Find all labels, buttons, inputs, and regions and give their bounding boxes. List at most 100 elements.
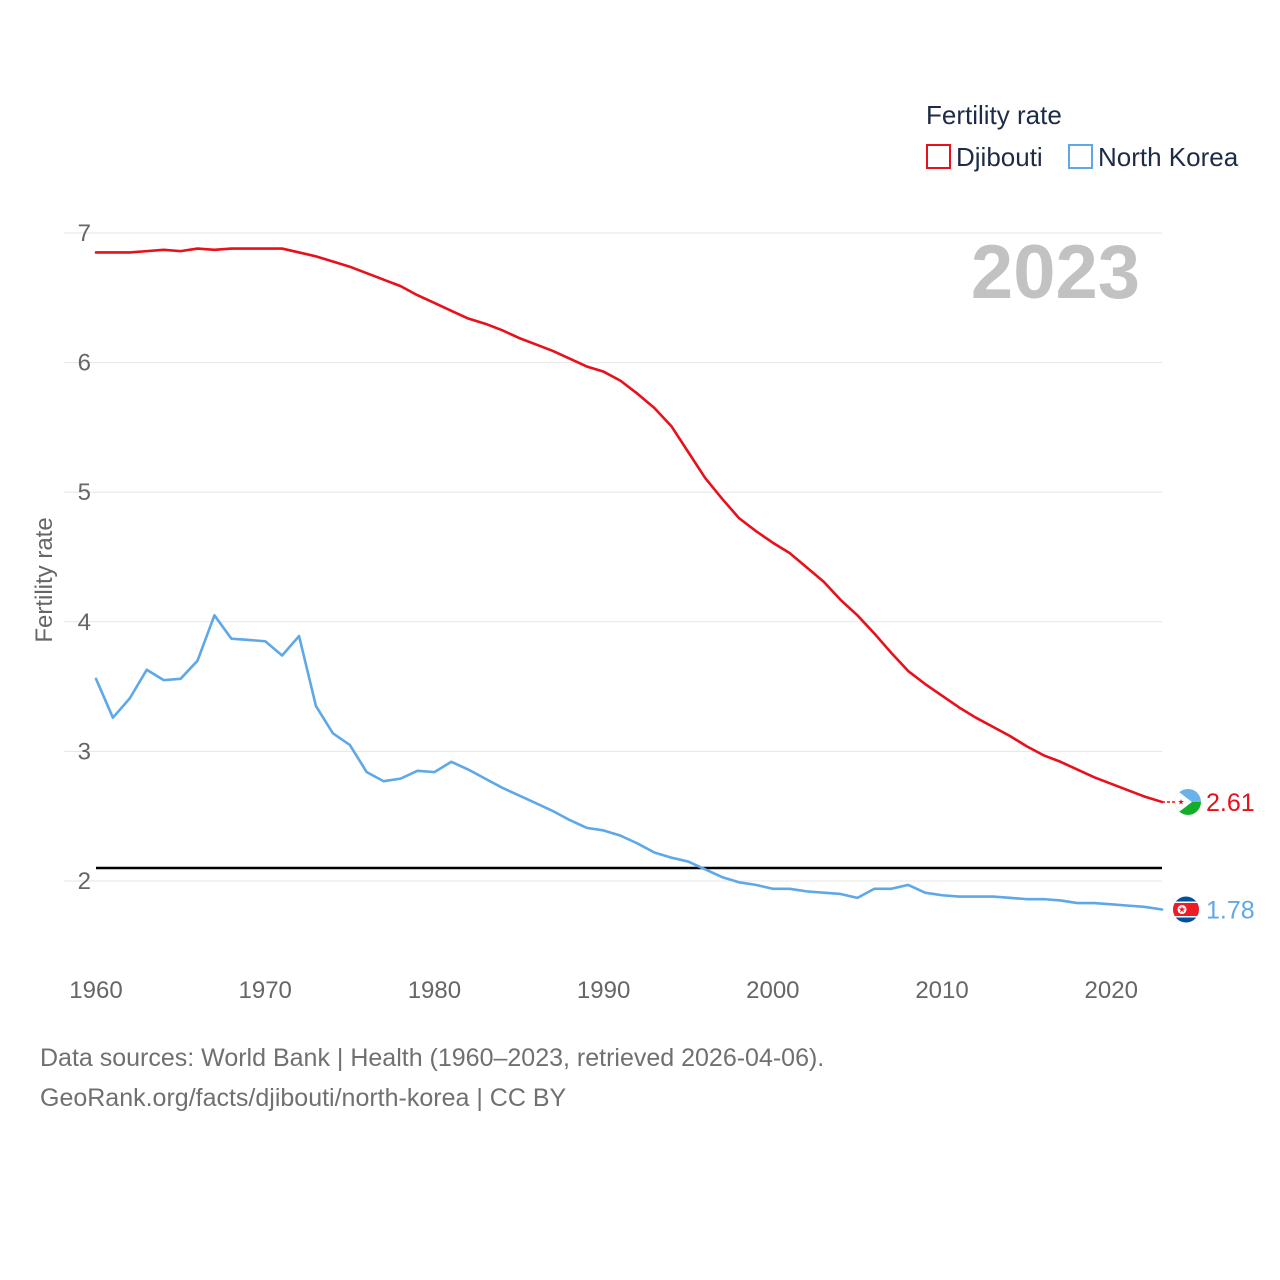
data-point-north-korea[interactable]	[770, 886, 776, 892]
data-point-north-korea[interactable]	[127, 695, 133, 701]
data-point-north-korea[interactable]	[195, 658, 201, 664]
data-point-north-korea[interactable]	[1125, 903, 1131, 909]
data-point-north-korea[interactable]	[922, 890, 928, 896]
data-point-djibouti[interactable]	[1108, 781, 1114, 787]
data-point-north-korea[interactable]	[1057, 897, 1063, 903]
data-point-north-korea[interactable]	[381, 778, 387, 784]
data-point-djibouti[interactable]	[821, 579, 827, 585]
data-point-djibouti[interactable]	[618, 378, 624, 384]
data-point-north-korea[interactable]	[956, 894, 962, 900]
data-point-north-korea[interactable]	[110, 715, 116, 721]
data-point-djibouti[interactable]	[905, 668, 911, 674]
data-point-djibouti[interactable]	[178, 248, 184, 254]
data-point-djibouti[interactable]	[296, 249, 302, 255]
data-point-north-korea[interactable]	[668, 855, 674, 861]
data-point-djibouti[interactable]	[211, 247, 217, 253]
data-point-north-korea[interactable]	[719, 874, 725, 880]
data-point-north-korea[interactable]	[296, 633, 302, 639]
data-point-north-korea[interactable]	[262, 638, 268, 644]
data-point-djibouti[interactable]	[634, 391, 640, 397]
data-point-north-korea[interactable]	[178, 676, 184, 682]
data-point-djibouti[interactable]	[465, 316, 471, 322]
data-point-djibouti[interactable]	[381, 277, 387, 283]
data-point-north-korea[interactable]	[567, 817, 573, 823]
data-point-north-korea[interactable]	[414, 768, 420, 774]
data-point-djibouti[interactable]	[110, 249, 116, 255]
data-point-north-korea[interactable]	[838, 891, 844, 897]
data-point-north-korea[interactable]	[347, 742, 353, 748]
data-point-djibouti[interactable]	[414, 292, 420, 298]
data-point-djibouti[interactable]	[195, 246, 201, 252]
data-point-djibouti[interactable]	[533, 341, 539, 347]
data-point-djibouti[interactable]	[1057, 759, 1063, 765]
data-point-djibouti[interactable]	[127, 249, 133, 255]
data-point-north-korea[interactable]	[821, 890, 827, 896]
data-point-djibouti[interactable]	[1007, 733, 1013, 739]
data-point-north-korea[interactable]	[550, 808, 556, 814]
data-point-djibouti[interactable]	[550, 348, 556, 354]
data-point-north-korea[interactable]	[871, 886, 877, 892]
data-point-djibouti[interactable]	[668, 423, 674, 429]
data-point-north-korea[interactable]	[313, 703, 319, 709]
data-point-djibouti[interactable]	[1142, 794, 1148, 800]
data-point-djibouti[interactable]	[804, 564, 810, 570]
data-point-north-korea[interactable]	[330, 730, 336, 736]
data-point-north-korea[interactable]	[1007, 895, 1013, 901]
data-point-north-korea[interactable]	[787, 886, 793, 892]
data-point-north-korea[interactable]	[888, 886, 894, 892]
data-point-north-korea[interactable]	[905, 882, 911, 888]
data-point-north-korea[interactable]	[736, 879, 742, 885]
data-point-north-korea[interactable]	[161, 677, 167, 683]
data-point-djibouti[interactable]	[584, 363, 590, 369]
data-point-djibouti[interactable]	[736, 515, 742, 521]
data-point-djibouti[interactable]	[685, 449, 691, 455]
data-point-djibouti[interactable]	[990, 724, 996, 730]
data-point-djibouti[interactable]	[651, 405, 657, 411]
data-point-north-korea[interactable]	[685, 859, 691, 865]
data-point-north-korea[interactable]	[990, 894, 996, 900]
data-point-djibouti[interactable]	[279, 246, 285, 252]
data-point-djibouti[interactable]	[144, 248, 150, 254]
data-point-north-korea[interactable]	[753, 882, 759, 888]
footer-attribution[interactable]: GeoRank.org/facts/djibouti/north-korea |…	[40, 1084, 567, 1112]
data-point-djibouti[interactable]	[1041, 752, 1047, 758]
legend-swatch-north-korea[interactable]	[1068, 144, 1093, 169]
data-point-north-korea[interactable]	[516, 792, 522, 798]
data-point-djibouti[interactable]	[871, 630, 877, 636]
data-point-djibouti[interactable]	[567, 356, 573, 362]
data-point-djibouti[interactable]	[770, 540, 776, 546]
data-point-north-korea[interactable]	[228, 636, 234, 642]
data-point-djibouti[interactable]	[753, 528, 759, 534]
data-point-north-korea[interactable]	[618, 833, 624, 839]
data-point-djibouti[interactable]	[228, 246, 234, 252]
data-point-north-korea[interactable]	[1159, 907, 1165, 913]
legend-label-north-korea[interactable]: North Korea	[1098, 142, 1239, 172]
data-point-north-korea[interactable]	[398, 776, 404, 782]
data-point-north-korea[interactable]	[93, 676, 99, 682]
data-point-djibouti[interactable]	[262, 246, 268, 252]
data-point-djibouti[interactable]	[398, 283, 404, 289]
data-point-north-korea[interactable]	[1142, 904, 1148, 910]
data-point-djibouti[interactable]	[1074, 767, 1080, 773]
data-point-djibouti[interactable]	[702, 475, 708, 481]
data-point-north-korea[interactable]	[1041, 896, 1047, 902]
data-point-djibouti[interactable]	[956, 704, 962, 710]
data-point-djibouti[interactable]	[1125, 787, 1131, 793]
data-point-djibouti[interactable]	[939, 693, 945, 699]
data-point-north-korea[interactable]	[431, 769, 437, 775]
data-point-djibouti[interactable]	[1024, 743, 1030, 749]
data-point-north-korea[interactable]	[601, 827, 607, 833]
data-point-north-korea[interactable]	[651, 849, 657, 855]
data-point-djibouti[interactable]	[161, 247, 167, 253]
data-point-djibouti[interactable]	[973, 715, 979, 721]
data-point-djibouti[interactable]	[838, 597, 844, 603]
data-point-north-korea[interactable]	[854, 895, 860, 901]
data-point-north-korea[interactable]	[499, 785, 505, 791]
legend-label-djibouti[interactable]: Djibouti	[956, 142, 1043, 172]
series-line-north-korea[interactable]	[94, 614, 1164, 911]
data-point-north-korea[interactable]	[973, 894, 979, 900]
data-point-north-korea[interactable]	[1024, 896, 1030, 902]
data-point-djibouti[interactable]	[313, 253, 319, 259]
data-point-djibouti[interactable]	[347, 264, 353, 270]
data-point-djibouti[interactable]	[93, 249, 99, 255]
